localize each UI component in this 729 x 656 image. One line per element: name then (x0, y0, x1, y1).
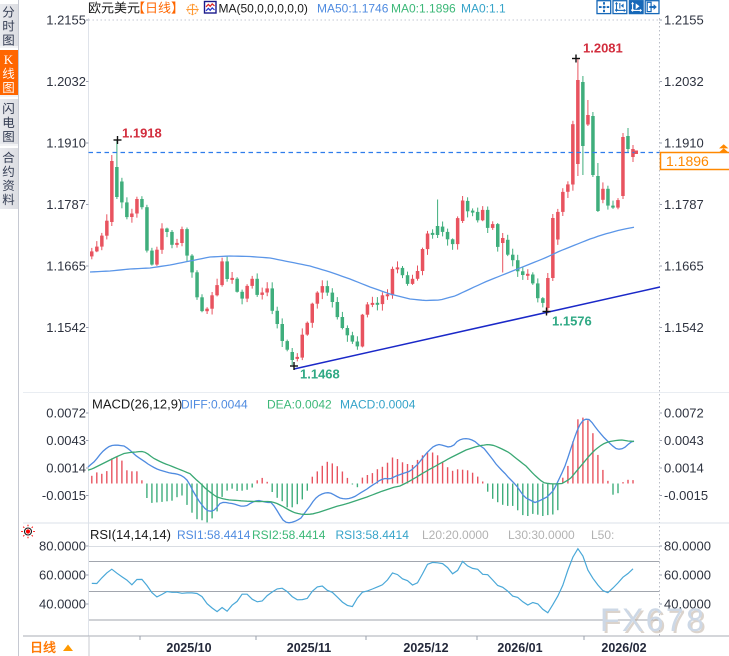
svg-text:1.1896: 1.1896 (666, 153, 709, 169)
svg-text:MA50:1.1746: MA50:1.1746 (317, 2, 389, 16)
svg-text:80.0000: 80.0000 (664, 539, 711, 554)
svg-text:0.0014: 0.0014 (664, 461, 704, 476)
svg-text:1.2081: 1.2081 (583, 41, 623, 56)
svg-text:DIFF:0.0044: DIFF:0.0044 (181, 398, 248, 412)
svg-text:1.1665: 1.1665 (46, 259, 86, 274)
svg-text:L30:30.0000: L30:30.0000 (508, 528, 575, 542)
svg-text:2026/02: 2026/02 (601, 641, 646, 655)
svg-text:60.0000: 60.0000 (664, 568, 711, 583)
svg-text:40.0000: 40.0000 (664, 597, 711, 612)
svg-text:1.1542: 1.1542 (664, 320, 704, 335)
svg-text:MACD(26,12,9): MACD(26,12,9) (92, 397, 182, 412)
svg-text:80.0000: 80.0000 (39, 539, 86, 554)
svg-text:1.2155: 1.2155 (46, 13, 86, 28)
svg-text:0.0014: 0.0014 (46, 461, 86, 476)
svg-text:0.0072: 0.0072 (664, 406, 704, 421)
svg-text:MA(50,0,0,0,0,0): MA(50,0,0,0,0,0) (219, 2, 308, 16)
svg-text:0.0072: 0.0072 (46, 406, 86, 421)
svg-text:RSI3:58.4414: RSI3:58.4414 (336, 528, 410, 542)
svg-text:RSI1:58.4414: RSI1:58.4414 (177, 528, 251, 542)
svg-text:FX678: FX678 (602, 604, 708, 640)
svg-text:FX678: FX678 (600, 602, 706, 638)
svg-text:1.2032: 1.2032 (664, 74, 704, 89)
svg-text:MA0:1.1: MA0:1.1 (461, 2, 506, 16)
svg-text:1.1910: 1.1910 (664, 136, 704, 151)
svg-text:RSI(14,14,14): RSI(14,14,14) (90, 527, 171, 542)
svg-text:1.1787: 1.1787 (664, 197, 704, 212)
svg-text:L50:: L50: (591, 528, 614, 542)
svg-text:-0.0015: -0.0015 (42, 488, 86, 503)
svg-text:2026/01: 2026/01 (497, 641, 542, 655)
svg-text:DEA:0.0042: DEA:0.0042 (267, 398, 332, 412)
svg-text:-0.0015: -0.0015 (664, 488, 708, 503)
svg-text:1.1910: 1.1910 (46, 136, 86, 151)
svg-text:40.0000: 40.0000 (39, 597, 86, 612)
svg-text:1.2155: 1.2155 (664, 13, 704, 28)
svg-text:1.1576: 1.1576 (552, 314, 592, 329)
svg-text:0.0043: 0.0043 (664, 433, 704, 448)
svg-text:1.1468: 1.1468 (300, 367, 340, 382)
svg-text:1.1665: 1.1665 (664, 259, 704, 274)
svg-text:1.1918: 1.1918 (122, 126, 162, 141)
svg-text:1.1542: 1.1542 (46, 320, 86, 335)
svg-text:MACD:0.0004: MACD:0.0004 (340, 398, 416, 412)
svg-text:60.0000: 60.0000 (39, 568, 86, 583)
svg-text:2025/10: 2025/10 (166, 641, 211, 655)
svg-text:L20:20.0000: L20:20.0000 (422, 528, 489, 542)
svg-text:2025/12: 2025/12 (403, 641, 448, 655)
svg-text:K: K (4, 52, 14, 67)
svg-text:0.0043: 0.0043 (46, 433, 86, 448)
svg-text:RSI2:58.4414: RSI2:58.4414 (252, 528, 326, 542)
svg-text:1.1787: 1.1787 (46, 197, 86, 212)
svg-text:MA0:1.1896: MA0:1.1896 (391, 2, 456, 16)
svg-text:2025/11: 2025/11 (287, 641, 332, 655)
svg-text:1.2032: 1.2032 (46, 74, 86, 89)
